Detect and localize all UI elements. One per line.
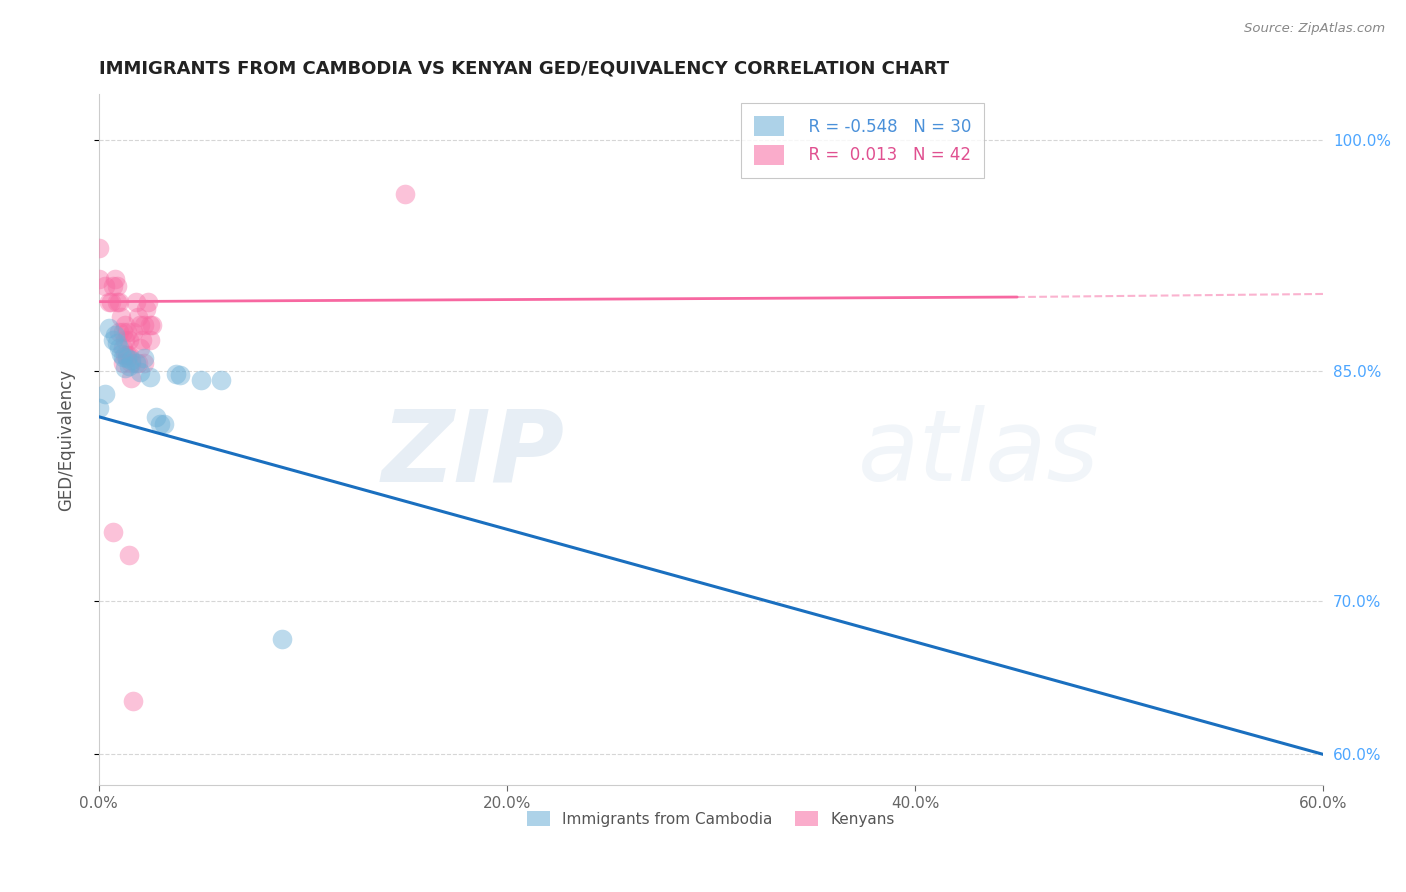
Point: [353, 801, 375, 815]
Point: [114, 333, 136, 347]
Point: [98, 294, 121, 309]
Point: [94, 279, 117, 293]
Point: [139, 369, 162, 384]
Point: [112, 326, 135, 340]
Point: [118, 348, 141, 362]
Point: [117, 348, 139, 362]
Legend: Immigrants from Cambodia, Kenyans: Immigrants from Cambodia, Kenyans: [522, 805, 901, 833]
Point: [112, 341, 135, 355]
Point: [120, 353, 142, 368]
Point: [105, 294, 128, 309]
Point: [165, 367, 187, 381]
Point: [87, 271, 110, 285]
Point: [104, 328, 127, 343]
Text: Source: ZipAtlas.com: Source: ZipAtlas.com: [1244, 22, 1385, 36]
Point: [117, 326, 139, 340]
Point: [271, 632, 294, 647]
Point: [132, 318, 155, 332]
Point: [122, 694, 145, 708]
Point: [149, 417, 172, 432]
Point: [141, 318, 163, 332]
Point: [105, 336, 128, 351]
Point: [124, 356, 146, 370]
Point: [122, 326, 145, 340]
Point: [135, 302, 157, 317]
Point: [114, 318, 136, 332]
Point: [131, 333, 153, 347]
Point: [114, 348, 136, 362]
Point: [153, 417, 176, 432]
Point: [110, 347, 132, 361]
Point: [120, 356, 142, 370]
Point: [394, 187, 416, 202]
Point: [145, 409, 167, 424]
Point: [101, 333, 124, 347]
Point: [94, 386, 117, 401]
Point: [209, 373, 232, 387]
Y-axis label: GED/Equivalency: GED/Equivalency: [58, 368, 75, 511]
Point: [98, 320, 121, 334]
Point: [101, 279, 124, 293]
Point: [108, 294, 131, 309]
Point: [112, 350, 135, 364]
Point: [136, 294, 159, 309]
Text: atlas: atlas: [858, 405, 1099, 502]
Point: [128, 318, 150, 332]
Point: [108, 341, 131, 355]
Point: [87, 401, 110, 415]
Point: [104, 271, 127, 285]
Point: [110, 310, 132, 324]
Point: [108, 326, 131, 340]
Point: [132, 356, 155, 370]
Point: [127, 310, 149, 324]
Point: [114, 360, 136, 375]
Point: [118, 548, 141, 562]
Point: [139, 318, 162, 332]
Text: ZIP: ZIP: [381, 405, 564, 502]
Point: [190, 373, 212, 387]
Point: [112, 356, 135, 370]
Point: [332, 801, 354, 815]
Point: [139, 333, 162, 347]
Point: [128, 341, 150, 355]
Point: [118, 333, 141, 347]
Point: [124, 294, 146, 309]
Point: [127, 356, 149, 370]
Point: [118, 359, 141, 373]
Point: [128, 365, 150, 379]
Point: [87, 241, 110, 255]
Point: [105, 279, 128, 293]
Point: [100, 294, 122, 309]
Point: [120, 371, 142, 385]
Text: IMMIGRANTS FROM CAMBODIA VS KENYAN GED/EQUIVALENCY CORRELATION CHART: IMMIGRANTS FROM CAMBODIA VS KENYAN GED/E…: [98, 60, 949, 78]
Point: [117, 351, 139, 366]
Point: [132, 351, 155, 366]
Point: [101, 524, 124, 539]
Point: [169, 368, 191, 383]
